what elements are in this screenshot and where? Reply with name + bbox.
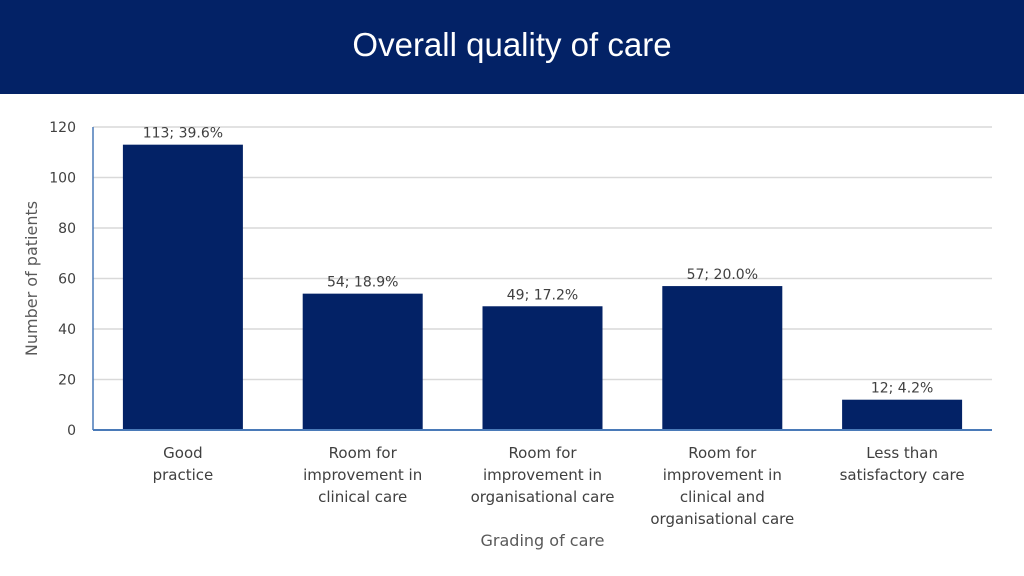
bar-chart: 0 20 40 60 80 100 120 113; 39.6% 54; 18.9% 49; 1… <box>22 120 992 550</box>
data-label: 49; 17.2% <box>507 287 578 303</box>
y-tick-label: 100 <box>49 171 76 187</box>
data-label: 113; 39.6% <box>143 126 223 142</box>
header-banner: Overall quality of care <box>0 0 1024 94</box>
y-tick-label: 0 <box>67 423 76 439</box>
y-axis-title: Number of patients <box>22 201 41 356</box>
bar <box>122 144 243 431</box>
bar <box>842 399 963 430</box>
y-tick-label: 40 <box>58 322 76 338</box>
bar <box>662 286 783 430</box>
data-labels: 113; 39.6% 54; 18.9% 49; 17.2% 57; 20.0% 12;… <box>143 126 934 397</box>
bars <box>122 144 963 431</box>
y-tick-label: 80 <box>58 221 76 237</box>
y-tick-label: 60 <box>58 272 76 288</box>
y-tick-label: 120 <box>49 120 76 136</box>
y-tick-label: 20 <box>58 373 76 389</box>
category-labels: Good practice Room for improvement in clinic… <box>153 444 965 528</box>
category-label: Less than satisfactory care <box>840 444 965 484</box>
data-label: 54; 18.9% <box>327 275 398 291</box>
bar <box>302 293 423 430</box>
bar <box>482 306 603 430</box>
x-axis-title: Grading of care <box>481 531 605 550</box>
category-label: Room for improvement in organisational car… <box>471 444 615 506</box>
data-label: 12; 4.2% <box>871 381 934 397</box>
data-label: 57; 20.0% <box>687 267 758 283</box>
category-label: Good practice <box>153 444 214 484</box>
y-tick-labels: 0 20 40 60 80 100 120 <box>49 120 76 439</box>
page-title: Overall quality of care <box>352 26 672 63</box>
category-label: Room for improvement in clinical care <box>303 444 422 506</box>
category-label: Room for improvement in clinical and organi… <box>650 444 794 528</box>
axes <box>92 127 992 431</box>
